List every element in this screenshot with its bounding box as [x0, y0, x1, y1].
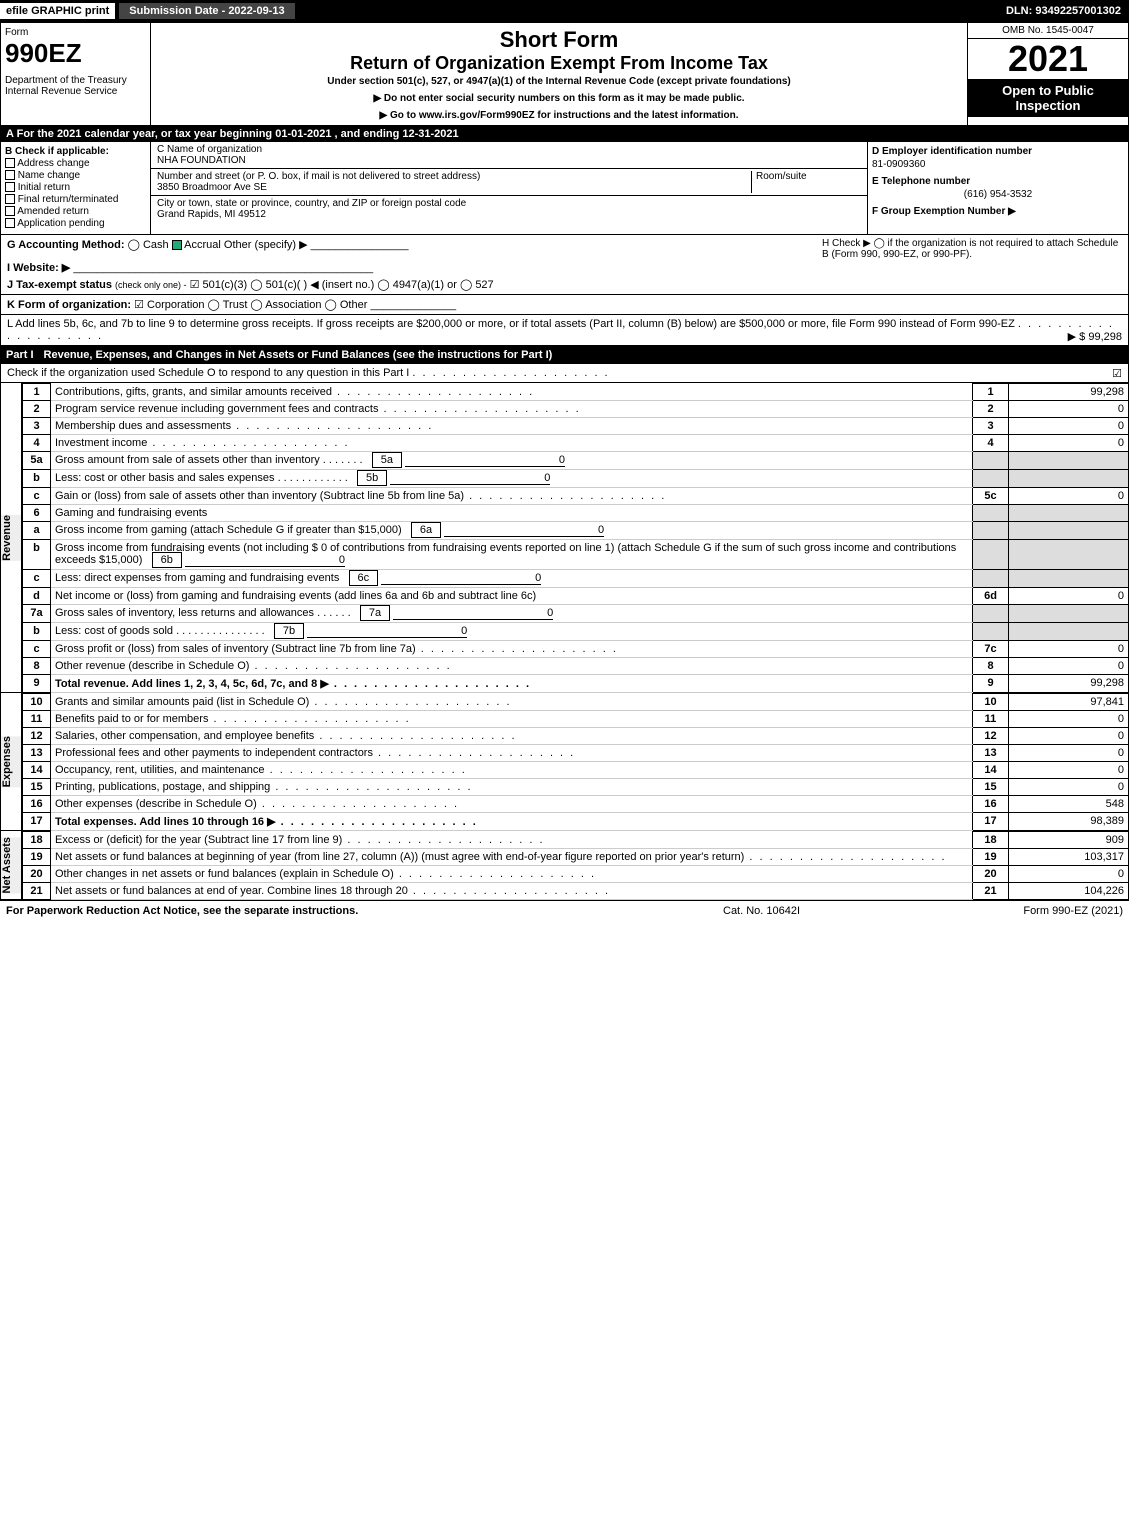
part-i-header: Part I Revenue, Expenses, and Changes in… [0, 346, 1129, 364]
ein-value: 81-0909360 [872, 159, 1124, 170]
part-i-check-text: Check if the organization used Schedule … [7, 367, 409, 379]
header-left: Form 990EZ Department of the Treasury In… [1, 23, 151, 125]
under-section: Under section 501(c), 527, or 4947(a)(1)… [155, 76, 963, 87]
line-g-h: G Accounting Method: ◯ Cash Accrual Othe… [0, 235, 1129, 295]
line-j-label: J Tax-exempt status [7, 279, 112, 291]
line-g-label: G Accounting Method: [7, 239, 125, 251]
cat-no: Cat. No. 10642I [723, 905, 923, 917]
line-k-label: K Form of organization: [7, 299, 131, 311]
ssn-warning: ▶ Do not enter social security numbers o… [155, 93, 963, 104]
cb-accrual[interactable]: Accrual [172, 239, 221, 251]
return-title: Return of Organization Exempt From Incom… [155, 53, 963, 74]
city-label: City or town, state or province, country… [157, 198, 861, 209]
part-i-checked[interactable]: ☑ [1112, 367, 1122, 380]
line-l-text: L Add lines 5b, 6c, and 7b to line 9 to … [7, 318, 1015, 330]
line-j-opts[interactable]: ☑ 501(c)(3) ◯ 501(c)( ) ◀ (insert no.) ◯… [190, 279, 494, 291]
revenue-side-label: Revenue [0, 383, 22, 693]
room-suite-label: Room/suite [751, 171, 861, 193]
address-value: 3850 Broadmoor Ave SE [157, 182, 751, 193]
header-middle: Short Form Return of Organization Exempt… [151, 23, 968, 125]
cb-initial-return[interactable]: Initial return [5, 182, 146, 193]
part-i-num: Part I [6, 349, 44, 361]
form-word: Form [5, 27, 146, 38]
dln-label: DLN: 93492257001302 [998, 3, 1129, 19]
org-name: NHA FOUNDATION [157, 155, 861, 166]
goto-link[interactable]: ▶ Go to www.irs.gov/Form990EZ for instru… [155, 110, 963, 121]
tel-label: E Telephone number [872, 176, 1124, 187]
cb-application-pending[interactable]: Application pending [5, 218, 146, 229]
city-value: Grand Rapids, MI 49512 [157, 209, 861, 220]
form-number: 990EZ [5, 38, 146, 69]
top-bar: efile GRAPHIC print Submission Date - 20… [0, 0, 1129, 22]
line-a: A For the 2021 calendar year, or tax yea… [0, 126, 1129, 142]
expenses-section: Expenses 10Grants and similar amounts pa… [0, 693, 1129, 831]
tel-value: (616) 954-3532 [872, 189, 1124, 200]
line-k: K Form of organization: ☑ Corporation ◯ … [0, 295, 1129, 315]
org-name-label: C Name of organization [157, 144, 861, 155]
cb-final-return[interactable]: Final return/terminated [5, 194, 146, 205]
revenue-section: Revenue 1Contributions, gifts, grants, a… [0, 383, 1129, 693]
part-i-title: Revenue, Expenses, and Changes in Net As… [44, 349, 1123, 361]
header-right: OMB No. 1545-0047 2021 Open to Public In… [968, 23, 1128, 125]
section-c: C Name of organization NHA FOUNDATION Nu… [151, 142, 868, 234]
address-label: Number and street (or P. O. box, if mail… [157, 171, 751, 182]
line-i-label: I Website: ▶ [7, 262, 70, 274]
efile-label[interactable]: efile GRAPHIC print [0, 3, 115, 19]
section-b-title: B Check if applicable: [5, 146, 146, 157]
section-bcd: B Check if applicable: Address change Na… [0, 142, 1129, 235]
line-a-label: A [6, 128, 14, 140]
netassets-side-label: Net Assets [0, 831, 22, 900]
cb-amended-return[interactable]: Amended return [5, 206, 146, 217]
expenses-side-label: Expenses [0, 693, 22, 831]
short-form-title: Short Form [155, 27, 963, 53]
line-k-opts[interactable]: ☑ Corporation ◯ Trust ◯ Association ◯ Ot… [134, 299, 367, 311]
section-b: B Check if applicable: Address change Na… [1, 142, 151, 234]
cb-address-change[interactable]: Address change [5, 158, 146, 169]
line-j-sub: (check only one) - [115, 280, 187, 290]
cb-other[interactable]: Other (specify) ▶ ________________ [224, 239, 409, 251]
form-id-footer: Form 990-EZ (2021) [923, 905, 1123, 917]
cb-name-change[interactable]: Name change [5, 170, 146, 181]
part-i-checkline: Check if the organization used Schedule … [0, 364, 1129, 383]
revenue-table: 1Contributions, gifts, grants, and simil… [22, 383, 1129, 693]
form-header: Form 990EZ Department of the Treasury In… [0, 22, 1129, 126]
section-d: D Employer identification number 81-0909… [868, 142, 1128, 234]
expenses-table: 10Grants and similar amounts paid (list … [22, 693, 1129, 831]
ein-label: D Employer identification number [872, 146, 1124, 157]
page-footer: For Paperwork Reduction Act Notice, see … [0, 900, 1129, 921]
group-exemption-label: F Group Exemption Number ▶ [872, 206, 1124, 217]
dept-label: Department of the Treasury Internal Reve… [5, 75, 146, 97]
netassets-table: 18Excess or (deficit) for the year (Subt… [22, 831, 1129, 900]
line-h[interactable]: H Check ▶ ◯ if the organization is not r… [822, 238, 1122, 260]
paperwork-notice: For Paperwork Reduction Act Notice, see … [6, 905, 723, 917]
submission-date: Submission Date - 2022-09-13 [119, 3, 294, 19]
tax-year: 2021 [968, 39, 1128, 79]
omb-number: OMB No. 1545-0047 [968, 23, 1128, 39]
line-a-text: For the 2021 calendar year, or tax year … [17, 128, 459, 140]
cb-cash[interactable]: ◯ Cash [128, 239, 169, 251]
line-l-amount: ▶ $ 99,298 [1068, 330, 1122, 343]
net-assets-section: Net Assets 18Excess or (deficit) for the… [0, 831, 1129, 900]
line-l: L Add lines 5b, 6c, and 7b to line 9 to … [0, 315, 1129, 346]
open-public-inspection: Open to Public Inspection [968, 79, 1128, 117]
